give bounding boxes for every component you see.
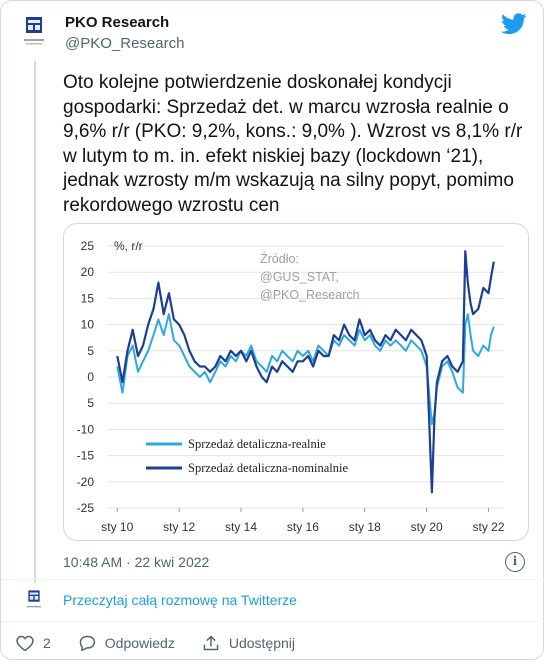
y-tick-label: -15	[77, 449, 95, 463]
reply-label: Odpowiedz	[104, 635, 175, 651]
divider	[1, 579, 544, 580]
x-tick-label: sty 20	[411, 520, 443, 534]
x-tick-label: sty 14	[225, 520, 257, 534]
pko-logo-small-icon	[26, 590, 42, 608]
thread-line	[34, 61, 36, 583]
share-button[interactable]: Udostępnij	[201, 634, 295, 652]
x-tick-label: sty 18	[349, 520, 381, 534]
legend: Sprzedaż detaliczna-realnie Sprzedaż deta…	[146, 437, 348, 475]
source-note-line: @GUS_STAT,	[260, 270, 339, 284]
twitter-bird-icon[interactable]	[501, 13, 527, 35]
x-axis-ticks: sty 10 sty 12 sty 14 sty 16 sty 18 sty 20 sty …	[101, 508, 505, 534]
tweet-text: Oto kolejne potwierdzenie doskonałej kon…	[63, 72, 523, 216]
series-lines	[116, 250, 495, 494]
y-tick-label: 10	[81, 318, 95, 332]
legend-label: Sprzedaż detaliczna-realnie	[188, 437, 326, 451]
y-axis-ticks: 25 20 15 10 5 0 5 -10 -15 -20 -25	[77, 239, 95, 515]
info-icon[interactable]: i	[505, 552, 525, 572]
source-note-line: @PKO_Research	[260, 288, 360, 302]
source-note-line: Źródło:	[260, 251, 299, 266]
series-line-nominal	[116, 250, 495, 494]
y-axis-label: %, r/r	[114, 239, 143, 253]
x-tick-label: sty 16	[287, 520, 319, 534]
x-tick-label: sty 12	[163, 520, 195, 534]
y-tick-label: 25	[81, 239, 95, 253]
share-icon	[203, 635, 219, 651]
series-line-real	[116, 313, 495, 426]
like-button[interactable]: 2	[15, 634, 51, 652]
reply-icon	[79, 635, 95, 652]
pko-logo-icon[interactable]	[22, 15, 46, 49]
y-tick-label: -20	[77, 475, 95, 489]
tweet-timestamp[interactable]: 10:48 AM · 22 kwi 2022	[63, 554, 210, 570]
y-tick-label: 0	[87, 370, 94, 384]
y-tick-label: -10	[77, 422, 95, 436]
share-label: Udostępnij	[228, 635, 295, 651]
author-handle[interactable]: @PKO_Research	[65, 35, 185, 52]
y-tick-label: 20	[81, 265, 95, 279]
chart-image[interactable]: 25 20 15 10 5 0 5 -10 -15 -20 -25 sty 10 sty 12 sty …	[63, 223, 529, 541]
x-tick-label: sty 10	[101, 520, 133, 534]
y-tick-label: -25	[77, 501, 95, 515]
y-tick-label: 15	[81, 291, 95, 305]
action-bar: 2 Odpowiedz Udostępnij	[15, 631, 321, 655]
reply-button[interactable]: Odpowiedz	[77, 634, 175, 652]
divider	[1, 621, 544, 622]
y-tick-label: 5	[87, 396, 94, 410]
gridlines	[108, 245, 504, 509]
y-tick-label: 5	[87, 344, 94, 358]
heart-icon	[16, 635, 34, 652]
source-note: Źródło: @GUS_STAT, @PKO_Research	[260, 251, 360, 302]
x-tick-label: sty 22	[473, 520, 505, 534]
like-count: 2	[43, 635, 51, 651]
legend-label: Sprzedaż detaliczna-nominalnie	[188, 461, 348, 475]
read-conversation-link[interactable]: Przeczytaj całą rozmowę na Twitterze	[63, 592, 297, 608]
author-name[interactable]: PKO Research	[65, 14, 170, 31]
